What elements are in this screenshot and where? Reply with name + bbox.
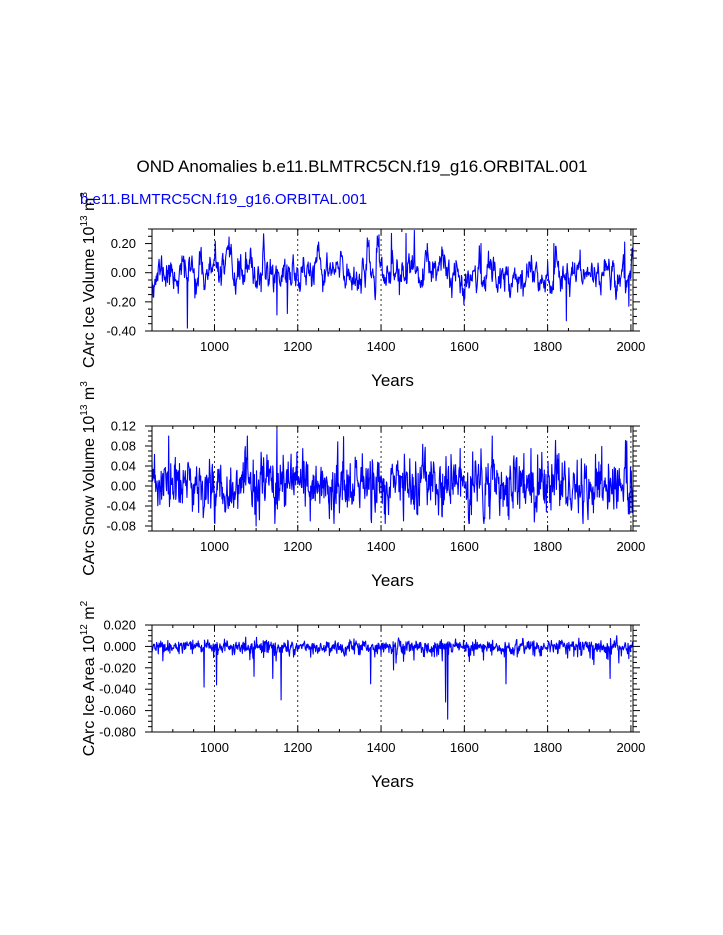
y-axis-label-part-2: m <box>81 606 98 624</box>
y-axis-label-part-2: m <box>81 387 98 405</box>
y-axis-label-part-3: 3 <box>79 192 90 198</box>
y-tick-label: 0.08 <box>111 439 136 454</box>
y-axis-label: CArc Snow Volume 1013 m3 <box>79 381 98 576</box>
y-axis-label-part-0: CArc Ice Area 10 <box>81 635 98 756</box>
y-axis-label-part-3: 3 <box>79 381 90 387</box>
x-tick-label: 1000 <box>200 740 229 755</box>
x-tick-label: 1200 <box>283 539 312 554</box>
x-axis-label: Years <box>371 371 414 390</box>
x-tick-label: 1800 <box>533 740 562 755</box>
y-tick-label: -0.060 <box>99 703 136 718</box>
y-axis-label: CArc Ice Volume 1013 m3 <box>79 192 98 368</box>
y-axis-label-part-2: m <box>81 198 98 216</box>
x-tick-label: 1600 <box>450 740 479 755</box>
x-axis-label: Years <box>371 772 414 791</box>
y-tick-label: -0.20 <box>106 294 136 309</box>
y-tick-label: -0.080 <box>99 725 136 740</box>
x-tick-label: 1800 <box>533 339 562 354</box>
x-axis-label: Years <box>371 571 414 590</box>
y-tick-label: -0.020 <box>99 660 136 675</box>
x-tick-label: 1400 <box>367 339 396 354</box>
x-tick-label: 1000 <box>200 539 229 554</box>
ice-area-panel: 1000 1200 1400 1600 1800 2000 -0.080 -0.060 -0.0… <box>79 600 645 791</box>
ice-volume-panel: 1000 1200 1400 1600 1800 2000 -0.40 -0.20 0.00 0.… <box>79 192 645 390</box>
x-tick-label: 1200 <box>283 339 312 354</box>
y-axis-label-part-1: 13 <box>79 404 90 416</box>
x-tick-label: 1200 <box>283 740 312 755</box>
x-tick-label: 1400 <box>367 740 396 755</box>
y-tick-label: -0.40 <box>106 324 136 339</box>
y-tick-label: 0.000 <box>103 639 136 654</box>
y-axis-label-part-3: 2 <box>79 600 90 606</box>
x-tick-label: 1000 <box>200 339 229 354</box>
x-tick-label: 2000 <box>616 339 645 354</box>
y-axis-label-part-1: 13 <box>79 215 90 227</box>
y-tick-label: 0.20 <box>111 236 136 251</box>
y-tick-label: 0.04 <box>111 459 136 474</box>
y-axis-label-part-1: 12 <box>79 624 90 636</box>
y-tick-label: 0.00 <box>111 479 136 494</box>
series-line-carc-snow-volume <box>151 428 634 527</box>
y-tick-label: 0.12 <box>111 419 136 434</box>
figure-title: OND Anomalies b.e11.BLMTRC5CN.f19_g16.OR… <box>136 157 587 176</box>
x-tick-label: 1600 <box>450 339 479 354</box>
y-axis-label: CArc Ice Area 1012 m2 <box>79 600 98 756</box>
x-tick-label: 1800 <box>533 539 562 554</box>
x-tick-label: 2000 <box>616 740 645 755</box>
series-line-carc-ice-volume <box>151 229 634 329</box>
x-tick-label: 1400 <box>367 539 396 554</box>
figure-subtitle: b.e11.BLMTRC5CN.f19_g16.ORBITAL.001 <box>80 191 367 208</box>
y-tick-label: -0.040 <box>99 682 136 697</box>
snow-volume-panel: 1000 1200 1400 1600 1800 2000 -0.08 -0.04 0.00 0.… <box>79 381 645 590</box>
y-tick-label: 0.00 <box>111 265 136 280</box>
plot-frame <box>151 425 634 532</box>
y-axis-label-part-0: CArc Ice Volume 10 <box>81 226 98 368</box>
y-tick-label: -0.08 <box>106 519 136 534</box>
y-tick-label: 0.020 <box>103 618 136 633</box>
x-tick-label: 2000 <box>616 539 645 554</box>
series-line-carc-ice-area <box>151 635 634 720</box>
x-tick-label: 1600 <box>450 539 479 554</box>
y-axis-label-part-0: CArc Snow Volume 10 <box>81 416 98 576</box>
y-tick-label: -0.04 <box>106 499 136 514</box>
